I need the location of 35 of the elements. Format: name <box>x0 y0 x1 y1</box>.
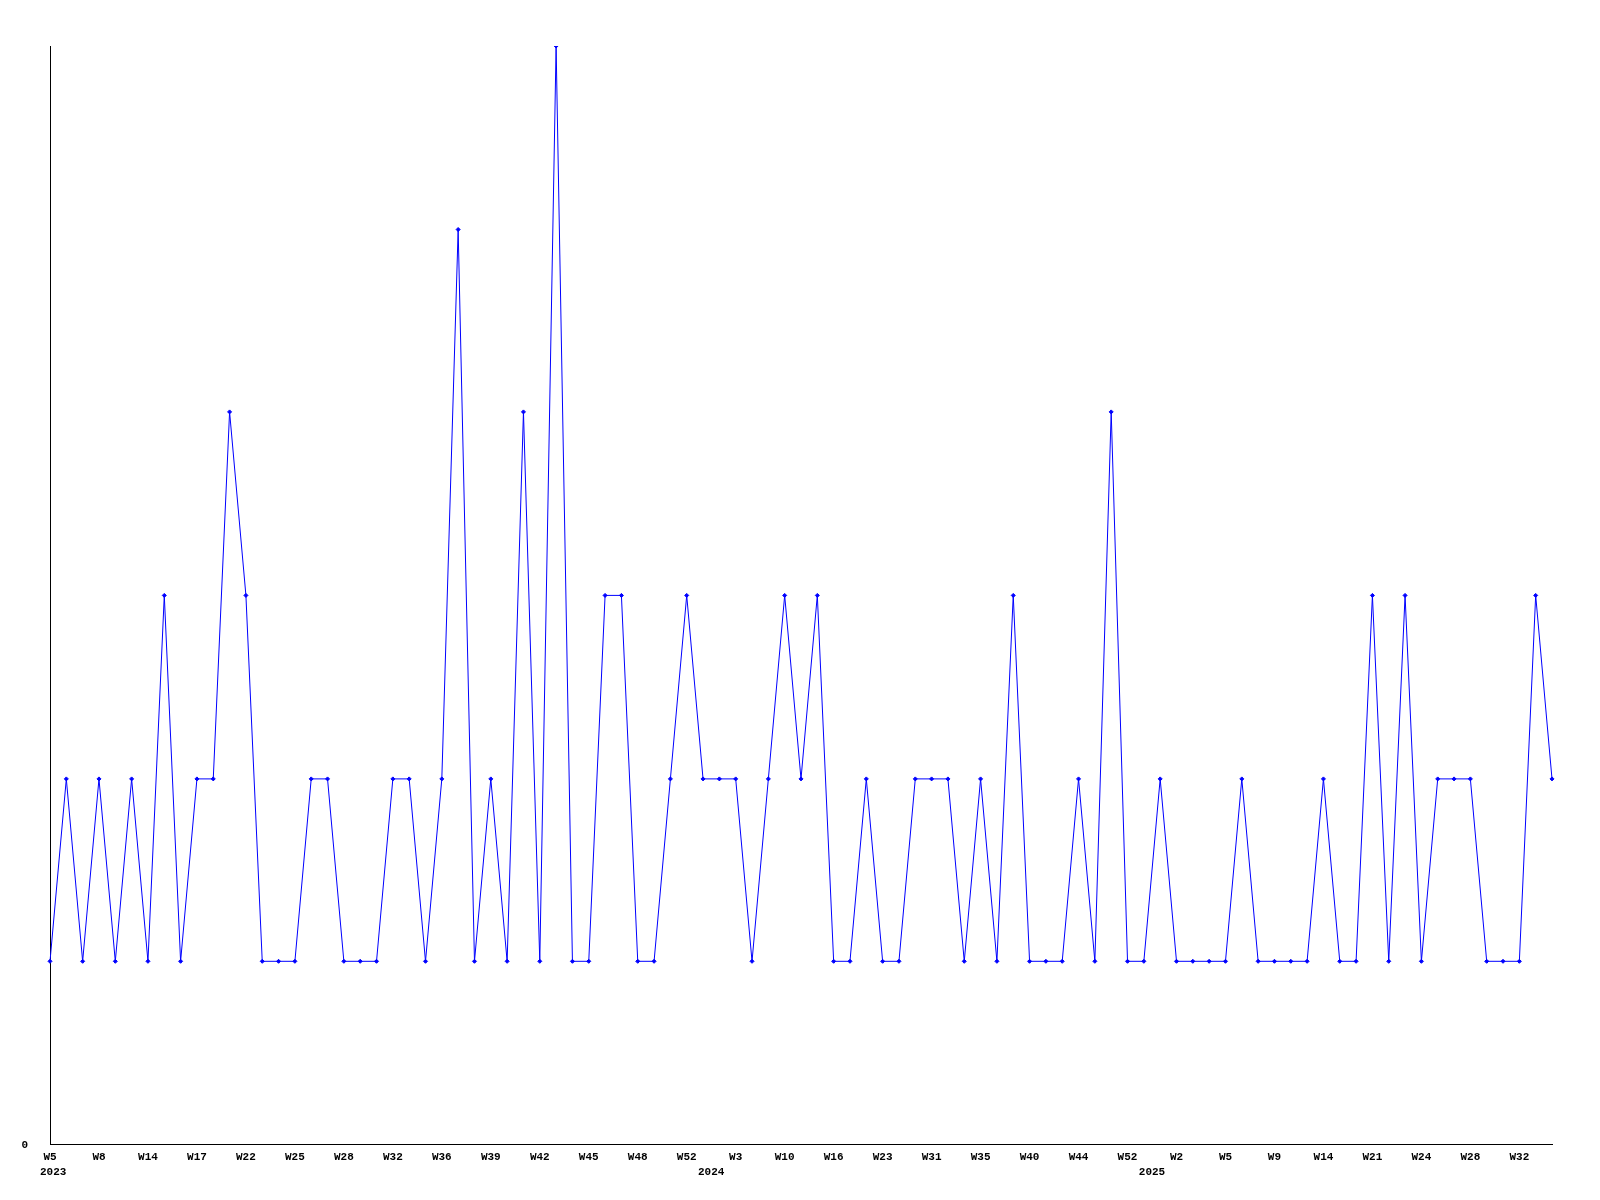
x-tick-label: W32 <box>1509 1151 1530 1164</box>
x-tick-label: W9 <box>1267 1151 1282 1164</box>
x-tick-label: W8 <box>92 1151 106 1164</box>
x-tick-label: W32 <box>382 1151 403 1164</box>
x-tick-label: W3 <box>729 1151 743 1164</box>
x-tick-label: W5 <box>1218 1151 1233 1164</box>
x-tick-label: W28 <box>333 1151 355 1164</box>
x-tick-label: W36 <box>431 1151 452 1164</box>
x-tick-label: W28 <box>1460 1151 1481 1164</box>
x-tick-label: W42 <box>529 1151 550 1164</box>
x-tick-label: W21 <box>1362 1151 1383 1164</box>
x-tick-label: W52 <box>676 1151 697 1164</box>
x-tick-label: W17 <box>187 1151 207 1164</box>
x-tick-label: W16 <box>823 1151 844 1164</box>
x-tick-label: W39 <box>480 1151 501 1164</box>
x-tick-label: W44 <box>1068 1151 1089 1164</box>
text: 2024 <box>698 1166 725 1179</box>
x-tick-label: W22 <box>236 1151 256 1164</box>
x-tick-label: W31 <box>921 1151 942 1164</box>
x-tick-label: W2 <box>1169 1151 1184 1164</box>
x-tick-label: W14 <box>138 1151 159 1164</box>
x-tick-label: W25 <box>284 1151 306 1164</box>
text: 2025 <box>1138 1166 1166 1179</box>
x-tick-label: W45 <box>578 1151 600 1164</box>
x-tick-label: W5 <box>43 1151 57 1164</box>
x-tick-label: W24 <box>1411 1151 1432 1164</box>
text: 2023 <box>40 1166 67 1179</box>
x-tick-label: W14 <box>1313 1151 1334 1164</box>
x-tick-label: W35 <box>970 1151 991 1164</box>
x-tick-label: W23 <box>872 1151 893 1164</box>
text: 0 <box>21 1138 28 1151</box>
x-tick-label: W48 <box>627 1151 649 1164</box>
x-tick-label: W52 <box>1117 1151 1138 1164</box>
x-tick-label: W40 <box>1019 1151 1040 1164</box>
x-tick-label: W10 <box>774 1151 795 1164</box>
